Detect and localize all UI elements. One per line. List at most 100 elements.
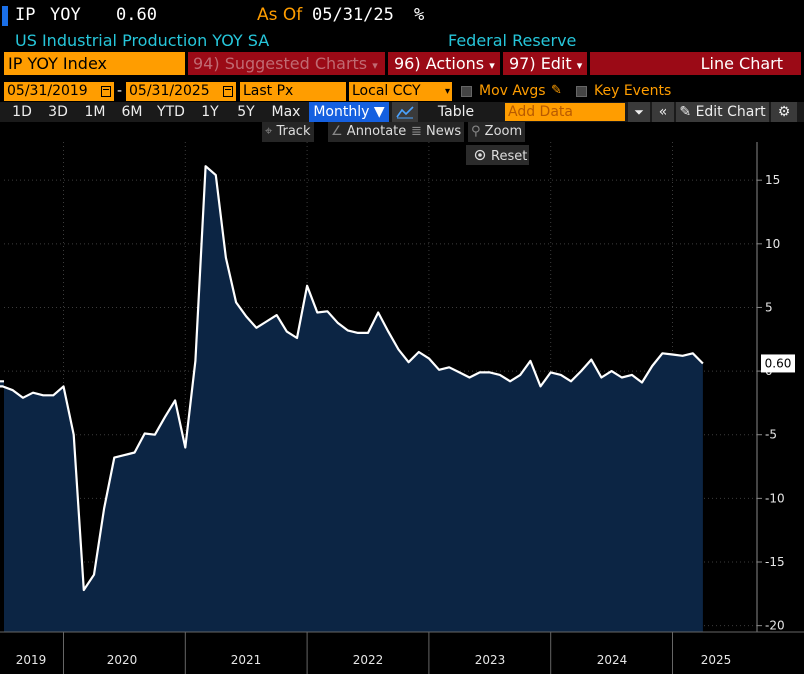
pencil-icon: ✎ [679,104,692,120]
dropdown-icon: ▾ [372,59,378,72]
currency-select[interactable]: Local CCY ▾ [349,82,452,101]
add-data-input[interactable]: Add Data [505,103,625,121]
y-tick-label: 10 [765,237,780,251]
period-5y[interactable]: 5Y [237,104,255,120]
annotate-icon: ∠ [331,124,343,139]
period-1m[interactable]: 1M [84,104,106,120]
edit-label: 97) Edit [509,54,572,73]
calendar-icon[interactable] [223,86,233,97]
y-tick-label: -15 [765,555,785,569]
start-date: 05/31/2019 [7,83,88,99]
gear-icon[interactable]: ⚙ [771,102,797,122]
x-tick-label: 2025 [701,653,732,667]
key-events-label: Key Events [594,83,672,99]
period-1d[interactable]: 1D [12,104,32,120]
period-row: 1D 3D 1M 6M YTD 1Y 5Y Max Monthly ▼ Tabl… [0,102,804,122]
x-tick-label: 2024 [597,653,628,667]
description-row: US Industrial Production YOY SA Federal … [0,30,804,52]
edit-chart-button[interactable]: ✎ Edit Chart [676,102,769,122]
ticker[interactable]: IP [15,5,36,25]
end-date-field[interactable]: 05/31/2025 [126,82,236,101]
dropdown-icon: ▾ [444,86,450,97]
period-ytd[interactable]: YTD [157,104,185,120]
y-tick-label: -10 [765,491,785,505]
pencil-icon[interactable]: ✎ [551,83,562,98]
date-range-row: 05/31/2019 - 05/31/2025 Last Px Local CC… [0,82,804,102]
y-tick-label: 5 [765,300,773,314]
dropdown-icon: ▾ [489,59,495,72]
field: YOY [50,5,81,25]
currency-value: Local CCY [352,83,421,99]
news-label: News [426,124,462,139]
track-tool[interactable]: ⌖ Track [262,122,314,142]
zoom-label: Zoom [484,124,523,139]
line-chart[interactable]: 151050-5-10-15-20 2019202020212022202320… [0,142,804,674]
calendar-icon[interactable] [101,86,111,97]
news-tool[interactable]: ≣ News [408,122,465,142]
actions-menu[interactable]: 96) Actions ▾ [388,52,500,75]
reset-icon [474,149,486,161]
header-row: IP YOY 0.60 As Of 05/31/25 % [0,0,804,30]
x-tick-label: 2020 [107,653,138,667]
security-field[interactable]: IP YOY Index [4,52,185,75]
news-icon: ≣ [411,124,422,139]
last-value-label: 0.60 [765,356,792,370]
track-label: Track [276,124,311,139]
asof-date: 05/31/25 [312,5,394,25]
actions-label: 96) Actions [394,54,485,73]
x-tick-label: 2021 [231,653,262,667]
source-label: Federal Reserve [448,31,577,50]
period-3d[interactable]: 3D [48,104,68,120]
last-value-box [761,354,795,373]
reset-button[interactable]: Reset [466,145,529,165]
reset-label: Reset [491,149,527,164]
start-date-field[interactable]: 05/31/2019 [4,82,114,101]
x-axis: 2019 2020 2021 2022 2023 2024 2025 [0,631,804,674]
magnifier-icon: ⚲ [471,124,481,139]
filter-icon[interactable]: ⏷ [628,102,650,122]
dropdown-icon: ▼ [373,104,385,120]
chart-tools-row: ⌖ Track ∠ Annotate ≣ News ⚲ Zoom [0,122,804,142]
table-button[interactable]: Table [437,104,475,120]
series-description: US Industrial Production YOY SA [15,31,270,50]
y-axis: 151050-5-10-15-20 [756,142,785,633]
edit-chart-label: Edit Chart [695,104,766,120]
suggested-charts-menu[interactable]: 94) Suggested Charts ▾ [188,52,385,75]
frequency-value: Monthly [313,104,370,120]
suggested-charts-label: 94) Suggested Charts [193,54,368,73]
y-tick-label: -20 [765,619,785,633]
x-tick-label: 2019 [16,653,47,667]
period-6m[interactable]: 6M [121,104,143,120]
series-line[interactable] [0,165,704,592]
security-marker [2,6,8,26]
dropdown-icon: ▾ [576,59,583,72]
chart-type-title: Line Chart [590,52,801,75]
crosshair-icon: ⌖ [265,124,273,139]
period-max[interactable]: Max [271,104,301,120]
x-tick-label: 2022 [353,653,384,667]
frequency-select[interactable]: Monthly ▼ [309,102,389,122]
line-chart-icon[interactable] [392,102,418,122]
x-tick-label: 2023 [475,653,506,667]
date-separator: - [117,83,123,99]
zoom-tool[interactable]: ⚲ Zoom [468,122,526,142]
series-area [0,166,703,632]
edit-menu[interactable]: 97) Edit ▾ [503,52,587,75]
end-date: 05/31/2025 [129,83,210,99]
y-tick-label: 15 [765,173,780,187]
annotate-label: Annotate [346,124,407,139]
annotate-tool[interactable]: ∠ Annotate [328,122,410,142]
last-value-tag: 0.60 [761,354,795,373]
key-events-checkbox[interactable] [576,86,587,97]
collapse-icon[interactable]: « [652,102,674,122]
mov-avgs-checkbox[interactable] [461,86,472,97]
unit-label: % [414,5,425,25]
y-tick-label: -5 [765,428,777,442]
menu-row: IP YOY Index 94) Suggested Charts ▾ 96) … [0,52,804,76]
mov-avgs-label: Mov Avgs [479,83,546,99]
last-value: 0.60 [116,5,157,25]
asof-label: As Of [257,5,303,25]
price-type-select[interactable]: Last Px [240,82,346,101]
period-1y[interactable]: 1Y [201,104,219,120]
reset-icon-dot [478,153,482,157]
